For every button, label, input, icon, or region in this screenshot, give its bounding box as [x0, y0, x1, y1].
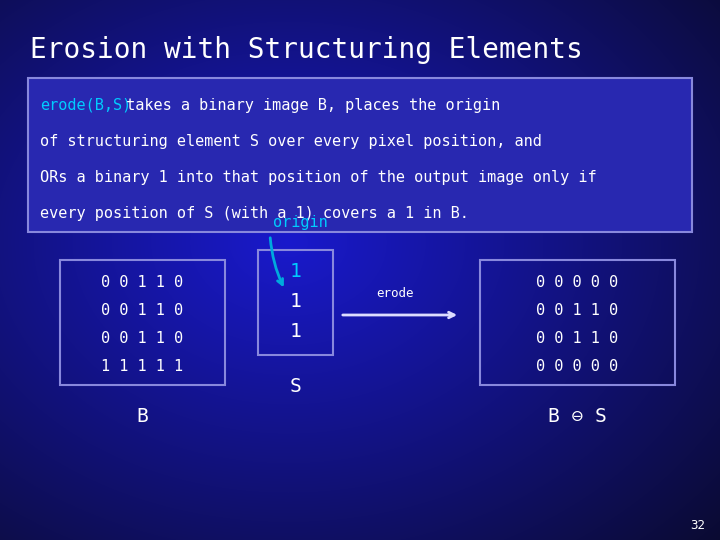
- Text: erode(B,S): erode(B,S): [40, 98, 131, 113]
- Text: 0 0 0 0 0: 0 0 0 0 0: [536, 359, 618, 374]
- Text: 1: 1: [289, 322, 302, 341]
- Text: 1: 1: [289, 292, 302, 311]
- Text: 0 0 1 1 0: 0 0 1 1 0: [102, 331, 184, 346]
- Text: origin: origin: [273, 215, 328, 230]
- Text: 0 0 1 1 0: 0 0 1 1 0: [102, 275, 184, 290]
- Bar: [258, 250, 333, 355]
- Text: B ⊖ S: B ⊖ S: [548, 407, 607, 426]
- Text: B: B: [137, 407, 148, 426]
- Bar: [480, 260, 675, 385]
- Bar: [60, 260, 225, 385]
- Text: 0 0 0 0 0: 0 0 0 0 0: [536, 275, 618, 290]
- Text: ORs a binary 1 into that position of the output image only if: ORs a binary 1 into that position of the…: [40, 170, 597, 185]
- Text: 32: 32: [690, 519, 705, 532]
- Text: 1 1 1 1 1: 1 1 1 1 1: [102, 359, 184, 374]
- Text: Erosion with Structuring Elements: Erosion with Structuring Elements: [30, 36, 582, 64]
- Text: every position of S (with a 1) covers a 1 in B.: every position of S (with a 1) covers a …: [40, 206, 469, 221]
- Text: takes a binary image B, places the origin: takes a binary image B, places the origi…: [117, 98, 500, 113]
- Text: 0 0 1 1 0: 0 0 1 1 0: [536, 331, 618, 346]
- Text: erode: erode: [377, 287, 414, 300]
- FancyBboxPatch shape: [28, 78, 692, 232]
- Text: 0 0 1 1 0: 0 0 1 1 0: [536, 303, 618, 318]
- Text: S: S: [289, 377, 302, 396]
- Text: 0 0 1 1 0: 0 0 1 1 0: [102, 303, 184, 318]
- Text: 1: 1: [289, 262, 302, 281]
- Text: of structuring element S over every pixel position, and: of structuring element S over every pixe…: [40, 134, 542, 149]
